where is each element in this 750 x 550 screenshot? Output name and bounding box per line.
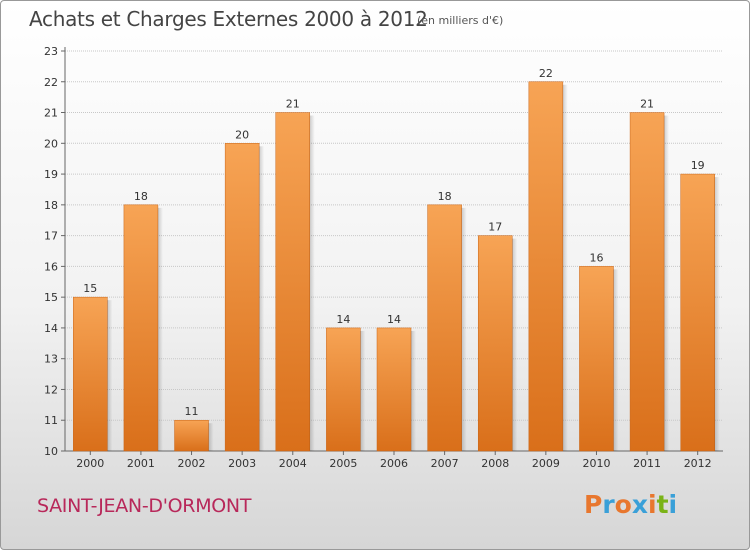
x-tick-label: 2005 (329, 457, 357, 470)
data-label: 20 (235, 128, 249, 141)
bar (224, 143, 260, 452)
bar-shadow (259, 146, 265, 452)
y-tick-label: 11 (44, 414, 58, 427)
y-tick-label: 16 (44, 260, 58, 273)
bar-shadow (157, 207, 163, 451)
data-label: 18 (134, 190, 148, 203)
proxiti-logo[interactable]: Proxiti (584, 490, 677, 519)
bar (275, 112, 311, 452)
bar-shadow (714, 177, 720, 452)
commune-name: SAINT-JEAN-D'ORMONT (37, 495, 252, 517)
x-tick-label: 2004 (279, 457, 307, 470)
bar (427, 204, 462, 452)
data-label: 11 (185, 405, 199, 418)
logo-letter: r (602, 490, 615, 519)
x-tick-label: 2011 (633, 457, 661, 470)
bar (376, 327, 412, 452)
bar-shadow (107, 300, 113, 451)
bar-shadow (208, 423, 214, 451)
bar-shadow (461, 207, 467, 451)
logo-letter: P (584, 490, 603, 519)
bar-shadow (562, 84, 568, 452)
x-tick-label: 2010 (582, 457, 610, 470)
y-tick-label: 17 (44, 230, 58, 243)
x-tick-label: 2007 (431, 457, 459, 470)
y-tick-label: 13 (44, 353, 58, 366)
logo-letter: t (656, 490, 669, 519)
logo-letter: i (668, 490, 678, 519)
x-tick-label: 2000 (76, 457, 104, 470)
bar-shadow (360, 330, 366, 451)
x-tick-label: 2008 (481, 457, 509, 470)
logo-letter: o (614, 490, 632, 519)
y-tick-label: 15 (44, 291, 58, 304)
data-label: 21 (640, 98, 654, 111)
y-tick-label: 20 (44, 137, 58, 150)
bar-shadow (613, 269, 619, 451)
data-label: 21 (286, 98, 300, 111)
y-tick-label: 14 (44, 322, 58, 335)
x-tick-label: 2002 (178, 457, 206, 470)
x-tick-label: 2009 (532, 457, 560, 470)
logo-letter: x (631, 490, 648, 519)
y-tick-label: 21 (44, 107, 58, 120)
bar-shadow (512, 238, 518, 451)
y-tick-label: 19 (44, 168, 58, 181)
x-tick-label: 2006 (380, 457, 408, 470)
data-label: 16 (589, 251, 603, 264)
bar (629, 112, 665, 452)
x-tick-label: 2012 (684, 457, 712, 470)
bar-shadow (309, 115, 315, 452)
data-label: 17 (488, 221, 502, 234)
logo-letter: i (648, 490, 657, 519)
chart-subtitle: (en milliers d'€) (417, 14, 504, 27)
y-tick-label: 22 (44, 76, 58, 89)
data-label: 22 (539, 67, 553, 80)
data-label: 14 (336, 313, 350, 326)
bar (579, 266, 614, 452)
bar-shadow (411, 330, 416, 451)
bar (123, 204, 159, 452)
data-label: 18 (438, 190, 452, 203)
data-label: 15 (83, 282, 97, 295)
x-tick-label: 2003 (228, 457, 256, 470)
bar (477, 235, 513, 452)
bar-shadow (664, 115, 670, 452)
x-tick-label: 2001 (127, 457, 155, 470)
data-label: 19 (691, 159, 705, 172)
bar (528, 81, 564, 452)
data-label: 14 (387, 313, 401, 326)
bar (326, 327, 361, 452)
y-tick-label: 10 (44, 445, 58, 458)
chart-title: Achats et Charges Externes 2000 à 2012 (29, 7, 428, 31)
bar (73, 296, 108, 452)
bar (680, 173, 715, 452)
y-tick-label: 18 (44, 199, 58, 212)
y-tick-label: 23 (44, 45, 58, 58)
bar (174, 419, 209, 452)
y-tick-label: 12 (44, 383, 58, 396)
